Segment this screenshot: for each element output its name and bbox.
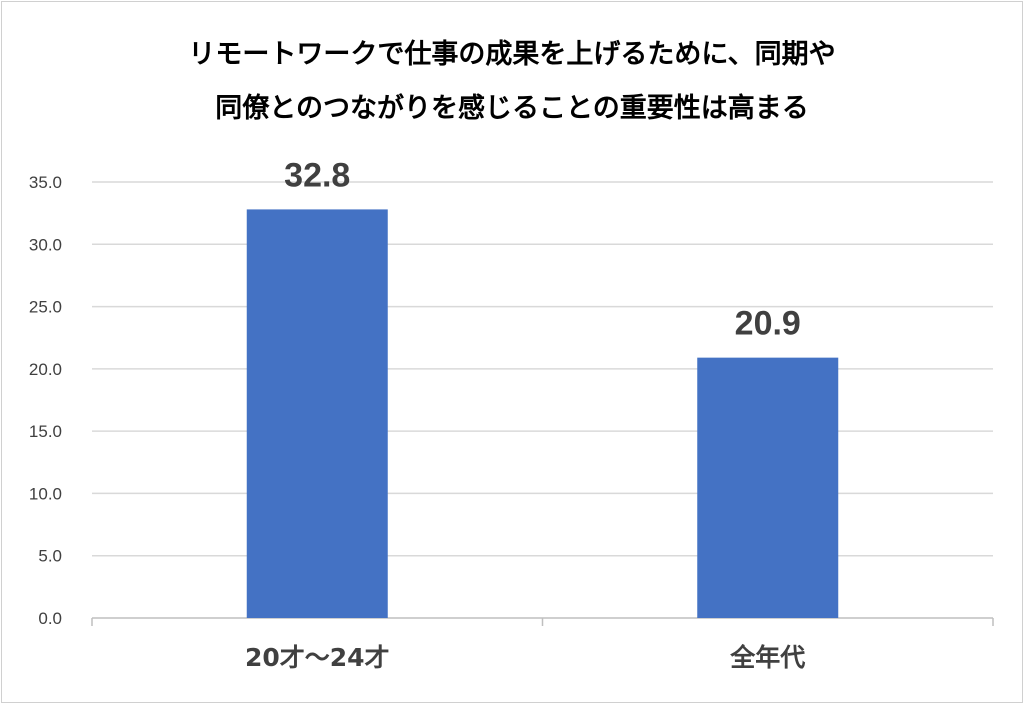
bar-value-label: 20.9 [735,305,801,343]
bar-value-label: 32.8 [284,156,350,194]
x-category-label: 全年代 [729,643,805,672]
y-tick-label: 5.0 [38,547,62,566]
bar [246,209,388,619]
y-tick-label: 10.0 [29,484,62,503]
y-tick-label: 25.0 [29,298,62,317]
y-tick-label: 0.0 [38,609,62,628]
y-tick-label: 20.0 [29,360,62,379]
y-tick-label: 30.0 [29,235,62,254]
bar [697,357,839,618]
y-tick-label: 35.0 [29,173,62,192]
chart-title: リモートワークで仕事の成果を上げるために、同期や 同僚とのつながりを感じることの… [0,28,1024,136]
chart-title-line-1: リモートワークで仕事の成果を上げるために、同期や [188,39,836,70]
chart-title-line-2: 同僚とのつながりを感じることの重要性は高まる [215,93,809,124]
y-tick-label: 15.0 [29,422,62,441]
x-category-label: 20才〜24才 [245,643,390,672]
